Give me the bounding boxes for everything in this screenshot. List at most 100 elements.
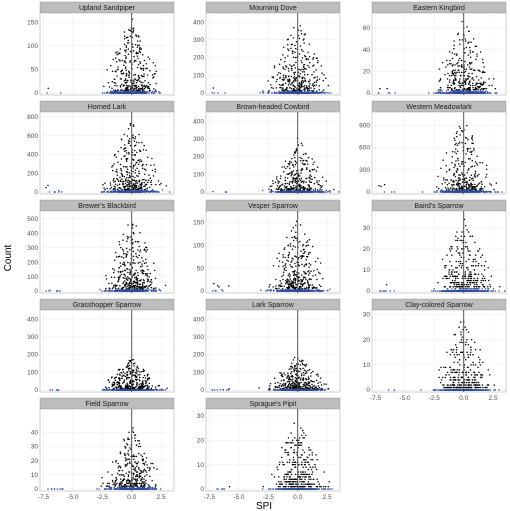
data-point — [300, 84, 303, 87]
data-point — [142, 278, 145, 281]
data-point — [112, 286, 115, 288]
data-point — [457, 89, 459, 91]
data-point — [316, 79, 318, 82]
data-point — [126, 81, 128, 83]
data-point — [120, 265, 122, 267]
data-point — [454, 187, 456, 190]
data-point — [136, 284, 139, 286]
data-point — [494, 92, 496, 94]
data-point — [132, 50, 135, 52]
data-point — [117, 92, 119, 94]
data-point — [298, 53, 301, 55]
data-point — [151, 282, 153, 284]
data-point — [468, 167, 470, 170]
data-point — [316, 181, 318, 184]
data-point — [292, 50, 294, 53]
data-point — [299, 175, 301, 177]
data-point — [325, 189, 328, 192]
data-point — [128, 142, 130, 145]
data-point — [136, 79, 138, 81]
data-point — [318, 89, 321, 91]
data-point — [113, 259, 116, 261]
data-point — [268, 89, 270, 92]
data-point — [288, 183, 291, 186]
data-point — [484, 92, 487, 94]
data-point — [475, 162, 478, 165]
data-point — [494, 191, 496, 193]
data-point — [460, 65, 463, 67]
data-point — [284, 176, 287, 179]
data-point — [126, 157, 129, 160]
data-point — [456, 169, 459, 171]
data-point — [118, 289, 121, 292]
data-point — [293, 64, 295, 66]
data-point — [308, 89, 311, 92]
data-point — [154, 64, 157, 67]
data-point — [312, 89, 315, 92]
data-point — [476, 85, 479, 88]
data-point — [437, 175, 439, 178]
data-point — [299, 188, 301, 190]
data-point — [468, 66, 471, 68]
data-point — [293, 154, 295, 156]
data-point — [461, 130, 464, 133]
data-point — [135, 269, 137, 272]
data-point — [145, 191, 148, 193]
data-point — [276, 78, 278, 81]
data-point — [467, 90, 470, 92]
data-point — [294, 189, 296, 192]
data-point — [128, 76, 130, 79]
data-point — [284, 88, 286, 91]
data-point — [455, 135, 458, 138]
data-point — [143, 270, 145, 272]
data-point — [127, 236, 130, 239]
data-point — [155, 82, 157, 85]
data-point — [127, 85, 130, 87]
data-point — [270, 86, 273, 89]
data-point — [468, 87, 471, 90]
data-point — [111, 191, 114, 193]
data-point — [132, 30, 134, 33]
data-point — [155, 70, 157, 73]
data-point — [147, 181, 149, 183]
data-point — [117, 255, 120, 258]
data-point — [295, 61, 297, 64]
data-point — [138, 240, 140, 243]
data-point — [106, 187, 108, 190]
data-point — [212, 87, 215, 89]
data-point — [300, 30, 302, 32]
data-point — [464, 60, 466, 63]
data-point — [126, 183, 128, 186]
data-point — [299, 86, 302, 89]
data-point — [456, 131, 458, 133]
data-point — [307, 51, 309, 54]
data-point — [135, 179, 138, 182]
data-point — [113, 284, 115, 287]
data-point — [383, 183, 386, 186]
data-point — [300, 177, 303, 180]
data-point — [149, 280, 152, 283]
data-point — [271, 76, 274, 78]
data-point — [485, 168, 488, 170]
data-point — [294, 44, 296, 47]
data-point — [127, 188, 130, 191]
panel-title: Mourning Dove — [249, 5, 297, 12]
data-point — [459, 78, 461, 80]
data-point — [289, 64, 291, 66]
data-point — [326, 91, 328, 94]
data-point — [143, 181, 145, 184]
data-point — [108, 282, 110, 285]
data-point — [325, 77, 327, 79]
data-point — [149, 164, 152, 166]
data-point — [123, 175, 126, 178]
data-point — [478, 69, 480, 71]
data-point — [288, 75, 290, 77]
data-point — [458, 80, 461, 82]
data-point — [118, 90, 121, 93]
data-point — [113, 90, 116, 93]
data-point — [148, 92, 150, 94]
data-point — [317, 61, 319, 64]
data-point — [456, 53, 458, 55]
data-point — [134, 272, 137, 274]
data-point — [136, 46, 139, 48]
